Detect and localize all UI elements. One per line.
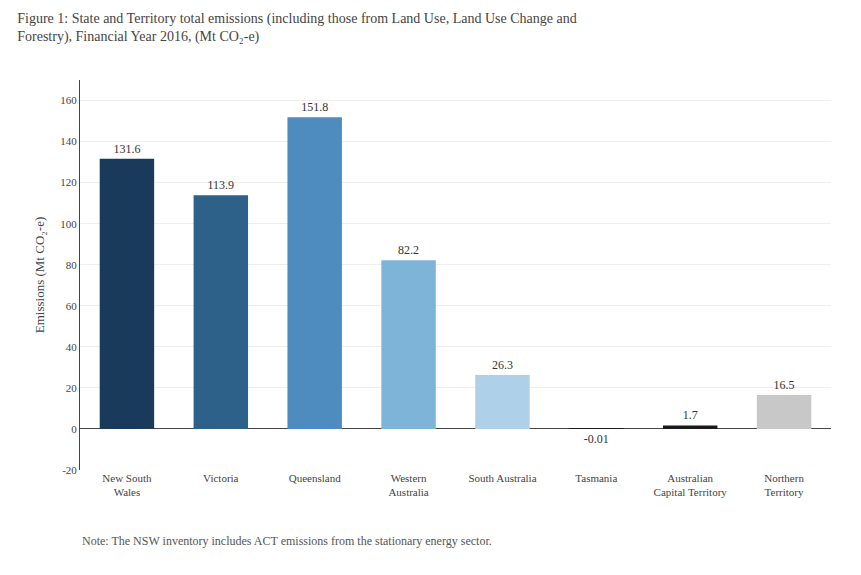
svg-text:WesternAustralia: WesternAustralia <box>388 472 428 498</box>
svg-text:Tasmania: Tasmania <box>575 472 617 484</box>
svg-text:South Australia: South Australia <box>468 472 536 484</box>
svg-text:131.6: 131.6 <box>113 142 140 156</box>
svg-text:New SouthWales: New SouthWales <box>102 472 152 498</box>
svg-text:Figure 1: State and Territory: Figure 1: State and Territory total emis… <box>17 11 576 45</box>
svg-text:Emissions (Mt CO₂-e): Emissions (Mt CO₂-e) <box>32 217 47 333</box>
svg-text:-0.01: -0.01 <box>584 432 609 446</box>
svg-text:100: 100 <box>60 218 77 230</box>
svg-text:40: 40 <box>66 341 78 353</box>
svg-text:AustralianCapital Territory: AustralianCapital Territory <box>654 472 728 498</box>
svg-text:-20: -20 <box>62 464 77 476</box>
svg-text:151.8: 151.8 <box>301 100 328 114</box>
svg-text:60: 60 <box>66 300 78 312</box>
svg-text:16.5: 16.5 <box>774 378 795 392</box>
svg-text:1.7: 1.7 <box>683 408 698 422</box>
svg-text:113.9: 113.9 <box>208 178 235 192</box>
svg-text:120: 120 <box>60 176 77 188</box>
svg-text:Victoria: Victoria <box>203 472 238 484</box>
svg-text:80: 80 <box>66 259 78 271</box>
svg-text:0: 0 <box>71 423 77 435</box>
svg-text:20: 20 <box>66 382 78 394</box>
svg-text:Note: The NSW inventory includ: Note: The NSW inventory includes ACT emi… <box>82 534 492 548</box>
svg-text:140: 140 <box>60 135 77 147</box>
svg-text:160: 160 <box>60 94 77 106</box>
svg-text:26.3: 26.3 <box>492 358 513 372</box>
svg-text:82.2: 82.2 <box>398 243 419 257</box>
svg-text:Queensland: Queensland <box>289 472 341 484</box>
svg-text:NorthernTerritory: NorthernTerritory <box>764 472 804 498</box>
